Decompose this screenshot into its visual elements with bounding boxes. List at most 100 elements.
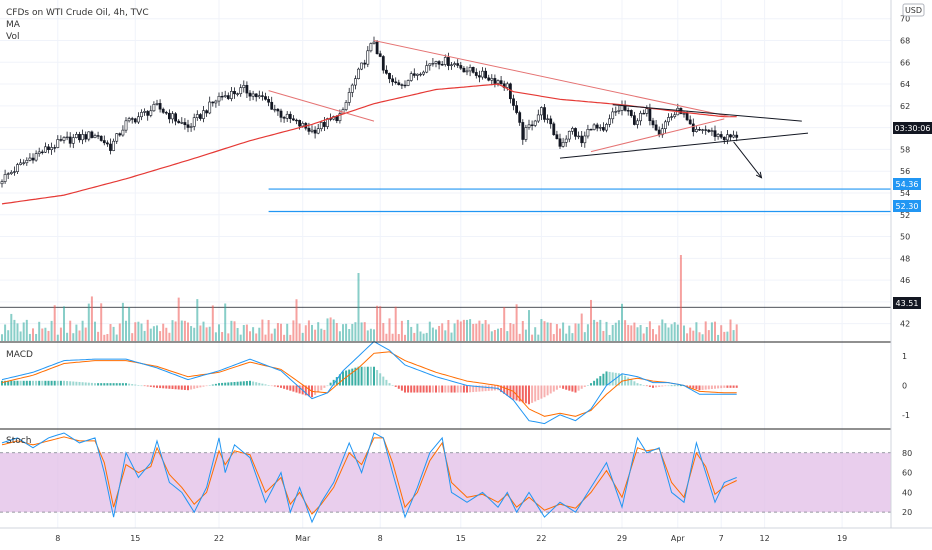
candle-body[interactable] [102,140,106,144]
stoch-k-line[interactable] [1,432,737,524]
candle-body[interactable] [608,118,612,125]
candle-body[interactable] [81,134,85,141]
candle-body[interactable] [378,53,382,57]
candle-body[interactable] [400,84,404,86]
candle-body[interactable] [189,126,193,128]
candle-body[interactable] [601,127,605,131]
candle-body[interactable] [524,127,528,140]
candle-body[interactable] [564,138,568,143]
candle-body[interactable] [130,118,134,120]
candle-body[interactable] [632,115,636,125]
candle-body[interactable] [251,93,255,97]
candle-body[interactable] [685,113,689,121]
candle-body[interactable] [586,129,590,137]
candle-body[interactable] [6,173,10,175]
candle-body[interactable] [555,134,559,140]
candle-body[interactable] [598,127,602,129]
candle-body[interactable] [236,93,240,95]
candle-body[interactable] [425,65,429,73]
candle-body[interactable] [570,128,574,132]
candle-body[interactable] [143,111,147,113]
candle-body[interactable] [177,120,181,124]
vol-legend[interactable]: Vol [6,32,19,42]
candle-body[interactable] [22,162,26,164]
candle-body[interactable] [211,101,215,104]
candle-body[interactable] [660,128,664,136]
candle-body[interactable] [282,117,286,119]
candle-body[interactable] [539,107,543,116]
candle-body[interactable] [270,101,274,110]
candle-body[interactable] [295,119,298,122]
candle-body[interactable] [37,151,41,154]
candle-body[interactable] [415,73,419,76]
candle-body[interactable] [223,95,227,97]
stoch-legend[interactable]: Stoch [6,436,31,446]
candle-body[interactable] [3,174,7,182]
candle-body[interactable] [419,73,422,76]
candle-body[interactable] [90,131,94,138]
candle-body[interactable] [561,141,565,147]
candle-body[interactable] [549,118,553,125]
candle-body[interactable] [567,130,571,140]
candle-body[interactable] [437,61,441,65]
candle-body[interactable] [31,157,35,161]
candle-body[interactable] [75,134,78,138]
candle-body[interactable] [322,122,326,127]
candle-body[interactable] [605,124,608,131]
candle-body[interactable] [360,62,364,70]
candle-body[interactable] [403,84,407,87]
candle-body[interactable] [9,172,13,174]
candle-body[interactable] [493,78,497,84]
candle-body[interactable] [155,103,159,105]
candle-body[interactable] [301,123,305,127]
candle-body[interactable] [691,123,695,132]
candle-body[interactable] [338,113,342,122]
candle-body[interactable] [651,120,655,126]
candle-body[interactable] [369,43,373,52]
candle-body[interactable] [459,65,463,69]
candle-body[interactable] [202,110,205,119]
candle-body[interactable] [47,146,50,151]
candle-body[interactable] [474,72,478,76]
candle-body[interactable] [56,139,60,148]
candle-body[interactable] [546,118,550,120]
candle-body[interactable] [481,70,484,78]
candle-body[interactable] [518,112,522,123]
candle-body[interactable] [611,111,615,120]
candle-body[interactable] [93,135,97,138]
candle-body[interactable] [698,129,701,131]
candle-body[interactable] [124,120,128,131]
candle-body[interactable] [636,120,639,125]
candle-body[interactable] [199,114,202,119]
arrow-line[interactable] [733,141,762,179]
candle-body[interactable] [152,104,156,112]
trendline[interactable] [590,118,725,153]
candle-body[interactable] [87,131,91,140]
candle-body[interactable] [127,118,131,122]
candle-body[interactable] [118,133,122,136]
candle-body[interactable] [344,102,348,110]
candle-body[interactable] [592,124,596,130]
candle-body[interactable] [106,142,109,145]
candle-body[interactable] [667,117,670,123]
candle-body[interactable] [614,111,618,113]
ma-line[interactable] [1,83,737,205]
candle-body[interactable] [595,124,599,129]
candle-body[interactable] [487,77,491,81]
candle-body[interactable] [654,124,658,131]
candle-body[interactable] [285,113,289,119]
candle-body[interactable] [16,164,19,172]
candle-body[interactable] [490,78,494,81]
candle-body[interactable] [499,80,503,85]
candle-body[interactable] [704,129,708,131]
candle-body[interactable] [291,118,295,121]
candle-body[interactable] [279,110,283,118]
candle-body[interactable] [96,135,100,137]
candle-body[interactable] [440,64,444,66]
candle-body[interactable] [670,116,674,118]
macd-signal-line[interactable] [1,351,737,417]
candle-body[interactable] [99,135,103,141]
ma-legend[interactable]: MA [6,20,21,30]
candle-body[interactable] [183,122,187,126]
candle-body[interactable] [146,111,150,116]
